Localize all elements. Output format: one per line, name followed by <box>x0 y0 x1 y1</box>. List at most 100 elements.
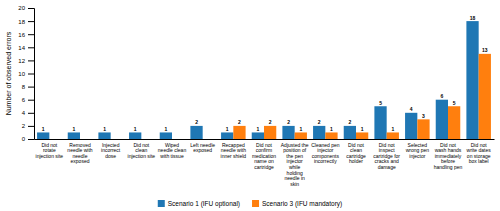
legend-label: Scenario 3 (IFU mandatory) <box>262 200 342 208</box>
data-label: 1 <box>391 126 394 132</box>
data-label: 2 <box>269 119 272 125</box>
bar <box>405 113 417 139</box>
bar <box>479 54 491 139</box>
bar <box>221 132 233 139</box>
bar <box>282 126 294 139</box>
data-label: 3 <box>422 113 425 119</box>
x-tick-label: Recappedneedle withinner shield <box>221 142 247 159</box>
y-tick-mark <box>28 47 34 48</box>
data-label: 13 <box>482 47 488 53</box>
y-axis: 02468101214161820 <box>18 5 34 142</box>
x-tick-label: Did notcleancartridgeholder <box>346 142 366 165</box>
x-tick-label: Adjusted theposition ofthe peninjectorwh… <box>281 142 309 187</box>
bar <box>436 100 448 139</box>
y-tick: 2 <box>22 123 34 129</box>
data-label: 2 <box>238 119 241 125</box>
data-label: 1 <box>134 126 137 132</box>
bar <box>466 21 478 139</box>
y-tick-label: 4 <box>22 110 26 116</box>
y-tick-label: 14 <box>18 45 25 51</box>
legend-swatch <box>252 200 259 207</box>
plot: 02468101214161820Did notrotateinjection … <box>18 5 494 186</box>
x-tick: Injectedincorrectdose <box>101 142 121 159</box>
x-tick-label: Wipedneedle cleanwith tissue <box>158 142 187 159</box>
data-label: 18 <box>470 15 476 21</box>
y-tick-mark <box>28 8 34 9</box>
bar <box>98 132 110 139</box>
x-tick: Cleaned peninjectorcomponentsincorrectly <box>311 142 340 165</box>
bar <box>448 106 460 139</box>
x-tick: Did notconfirmmedicationname oncartridge <box>252 142 276 170</box>
legend-swatch <box>158 200 165 207</box>
bar <box>344 126 356 139</box>
bar <box>80 139 92 140</box>
x-tick-label: Injectedincorrectdose <box>101 142 121 159</box>
y-tick-label: 0 <box>22 136 26 142</box>
x-tick-label: Did notwrite dateson storagebox label <box>467 142 492 165</box>
x-tick-label: Cleaned peninjectorcomponentsincorrectly <box>311 142 340 165</box>
bar <box>172 139 184 140</box>
y-tick-label: 16 <box>18 32 25 38</box>
bar <box>190 126 202 139</box>
y-tick-mark <box>28 34 34 35</box>
data-label: 2 <box>287 119 290 125</box>
x-tick: Did notrotateinjection site <box>36 142 64 159</box>
data-label: 1 <box>256 126 259 132</box>
bar <box>417 119 429 139</box>
y-tick-mark <box>28 126 34 127</box>
data-label: 2 <box>318 119 321 125</box>
data-labels: 11111211222546182211113513 <box>42 15 488 132</box>
x-tick: Removedneedle withneedleexposed <box>67 142 93 165</box>
legend-label: Scenario 1 (IFU optional) <box>168 200 240 208</box>
bar <box>49 139 61 140</box>
data-label: 2 <box>195 119 198 125</box>
x-axis-line <box>35 139 495 140</box>
x-tick-label: Selectedwrong peninjector <box>406 142 430 159</box>
bar <box>111 139 123 140</box>
y-tick: 18 <box>18 19 34 25</box>
y-tick-mark <box>28 87 34 88</box>
y-tick-mark <box>28 139 34 140</box>
data-label: 1 <box>72 126 75 132</box>
bar <box>313 126 325 139</box>
x-tick: Did notcleancartridgeholder <box>346 142 366 165</box>
x-tick: Wipedneedle cleanwith tissue <box>158 142 187 159</box>
x-tick-label: Did notrotateinjection site <box>36 142 64 159</box>
y-tick-mark <box>28 60 34 61</box>
data-label: 2 <box>348 119 351 125</box>
y-tick: 14 <box>18 45 34 51</box>
x-axis: Did notrotateinjection siteRemovedneedle… <box>35 140 495 187</box>
bar <box>37 132 49 139</box>
data-label: 1 <box>299 126 302 132</box>
y-tick-label: 2 <box>22 123 26 129</box>
y-tick: 8 <box>22 84 34 90</box>
bar <box>374 106 386 139</box>
bar <box>356 132 368 139</box>
y-tick: 6 <box>22 97 34 103</box>
data-label: 5 <box>379 100 382 106</box>
bar <box>252 132 264 139</box>
bars <box>37 21 491 139</box>
x-tick: Did notwrite dateson storagebox label <box>467 142 492 165</box>
y-tick: 12 <box>18 58 34 64</box>
data-label: 1 <box>330 126 333 132</box>
x-tick: Did notwash handsimmediatelybeforehandli… <box>434 142 463 170</box>
legend: Scenario 1 (IFU optional) Scenario 3 (IFU… <box>158 200 342 208</box>
x-tick: Did notcleaninjection site <box>128 142 156 159</box>
x-tick-label: Removedneedle withneedleexposed <box>67 142 93 165</box>
y-tick: 16 <box>18 32 34 38</box>
x-tick: Did notinspectcartridge forcracks anddam… <box>373 142 400 170</box>
x-tick: Selectedwrong peninjector <box>406 142 430 159</box>
bar <box>203 139 215 140</box>
y-tick-mark <box>28 100 34 101</box>
chart: 02468101214161820Did notrotateinjection … <box>0 0 500 211</box>
bar <box>387 132 399 139</box>
bar <box>129 132 141 139</box>
y-tick-mark <box>28 74 34 75</box>
bar <box>264 126 276 139</box>
y-tick: 0 <box>22 136 34 142</box>
x-tick-label: Did notcleaninjection site <box>128 142 156 159</box>
x-tick-label: Did notconfirmmedicationname oncartridge <box>252 142 276 170</box>
y-axis-line <box>28 9 35 140</box>
data-label: 6 <box>440 93 443 99</box>
